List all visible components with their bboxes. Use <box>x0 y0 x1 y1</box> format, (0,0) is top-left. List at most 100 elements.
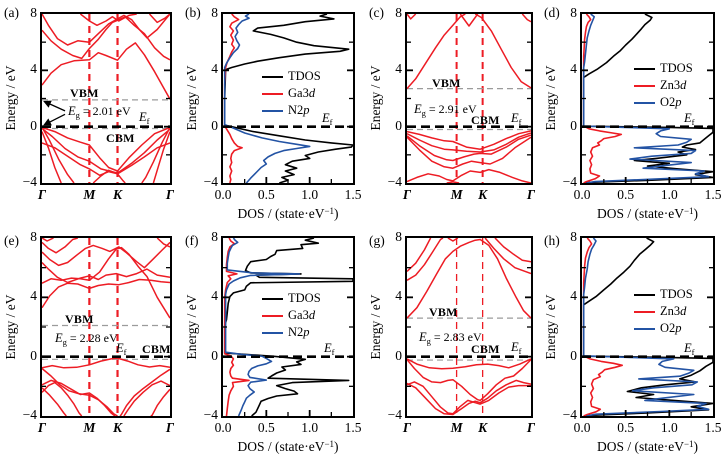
y-tick-label: 0 <box>395 117 402 133</box>
legend-label: Zn3d <box>660 78 687 93</box>
y-tick-label: 0 <box>211 347 218 363</box>
y-tick-label: 8 <box>211 5 218 20</box>
cbm-label: CBM <box>471 342 500 356</box>
x-tick-label: 0.5 <box>257 420 275 435</box>
x-tick-label: 1.0 <box>660 187 678 202</box>
cbm-label: CBM <box>142 342 171 356</box>
y-tick-label: 4 <box>395 288 402 304</box>
y-tick-label: −4 <box>562 174 577 189</box>
legend-entry: N2p <box>262 324 321 341</box>
legend: TDOS Zn3d O2p <box>634 60 693 111</box>
legend-entry: N2p <box>262 102 321 119</box>
x-tick-label: 1.5 <box>344 420 362 435</box>
x-axis-label: DOS / (state·eV−1) <box>596 439 699 454</box>
x-tick-label: 0.0 <box>214 187 232 202</box>
band-svg <box>407 14 531 183</box>
x-tick-label: Γ <box>165 420 175 435</box>
legend-line-sample <box>262 297 283 300</box>
legend-line-sample <box>634 310 655 313</box>
x-tick-label: K <box>113 420 123 435</box>
x-tick-label: 0.5 <box>257 187 275 202</box>
y-tick-label: 4 <box>570 61 577 77</box>
fermi-label: Ef <box>322 110 333 127</box>
x-tick-label: M <box>450 187 463 202</box>
legend-entry: Zn3d <box>634 77 693 94</box>
x-tick-label: 0.5 <box>617 420 635 435</box>
band-gap-label: Eg = 2.01 eV <box>68 103 131 120</box>
panel-letter: (b) <box>185 5 201 20</box>
panel-letter: (c) <box>369 5 384 20</box>
x-tick-label: K <box>478 420 488 435</box>
x-tick-label: K <box>113 187 123 202</box>
x-tick-label: 1.0 <box>660 420 678 435</box>
y-tick-label: 8 <box>30 229 37 244</box>
band-svg <box>42 14 170 183</box>
legend-label: Ga3d <box>288 86 316 101</box>
x-tick-label: M <box>83 420 96 435</box>
y-tick-label: 4 <box>211 288 218 304</box>
band-svg <box>42 238 170 416</box>
legend-line-sample <box>262 92 283 95</box>
legend-entry: TDOS <box>262 68 321 85</box>
legend-entry: Zn3d <box>634 303 693 320</box>
cbm-label: CBM <box>471 113 500 127</box>
panel-letter: (g) <box>369 233 385 248</box>
y-tick-label: 8 <box>211 229 218 244</box>
legend-label: O2p <box>660 321 682 336</box>
legend-line-sample <box>634 327 655 330</box>
legend-label: Ga3d <box>288 308 316 323</box>
x-tick-label: 0.0 <box>573 187 591 202</box>
y-tick-label: 0 <box>570 347 577 363</box>
plot-area: Ef TDOS Zn3d O2p <box>580 236 715 418</box>
y-tick-label: 4 <box>211 61 218 77</box>
legend-entry: O2p <box>634 94 693 111</box>
x-tick-label: 1.5 <box>704 187 722 202</box>
band-svg <box>407 238 531 416</box>
legend-label: O2p <box>660 95 682 110</box>
legend-label: N2p <box>288 325 310 340</box>
legend-line-sample <box>634 293 655 296</box>
legend-entry: TDOS <box>262 290 321 307</box>
dos-svg <box>582 238 713 416</box>
panel-letter: (d) <box>544 5 560 20</box>
legend: TDOS Zn3d O2p <box>634 286 693 337</box>
x-tick-label: 1.5 <box>704 420 722 435</box>
x-tick-label: 1.0 <box>301 187 319 202</box>
legend-entry: O2p <box>634 320 693 337</box>
x-tick-label: 1.5 <box>344 187 362 202</box>
fermi-label: Ef <box>139 109 150 126</box>
x-tick-label: 0.5 <box>617 187 635 202</box>
legend: TDOS Ga3d N2p <box>262 290 321 341</box>
x-tick-label: 0.0 <box>214 420 232 435</box>
legend: TDOS Ga3d N2p <box>262 68 321 119</box>
y-tick-label: −4 <box>203 174 218 189</box>
plot-area: VBM CBM Eg = 2.91 eV Ef <box>405 12 533 185</box>
legend-line-sample <box>262 314 283 317</box>
legend-line-sample <box>634 101 655 104</box>
x-tick-label: M <box>450 420 463 435</box>
y-tick-label: 0 <box>30 347 37 363</box>
y-tick-label: −4 <box>387 174 402 189</box>
x-tick-label: M <box>83 187 96 202</box>
y-tick-label: 4 <box>395 61 402 77</box>
x-axis-label: DOS / (state·eV−1) <box>237 439 339 454</box>
x-tick-label: Γ <box>402 187 412 202</box>
y-tick-label: 8 <box>395 5 402 20</box>
panel-f-dos: (f) Energy / eV Ef TDOS Ga3d N2p 8 4 0 −4 0.0 0.… <box>181 228 365 465</box>
legend-line-sample <box>262 331 283 334</box>
band-gap-label: Eg = 2.91 eV <box>414 101 477 118</box>
x-axis-label: DOS / (state·eV−1) <box>237 206 339 221</box>
plot-area: Ef TDOS Ga3d N2p <box>221 236 355 418</box>
y-tick-label: 8 <box>570 229 577 244</box>
dos-svg <box>223 14 353 183</box>
cbm-label: CBM <box>106 131 135 145</box>
panel-letter: (f) <box>185 233 199 248</box>
x-tick-label: Γ <box>37 187 47 202</box>
legend-entry: Ga3d <box>262 307 321 324</box>
plot-area: VBM CBM Eg = 2.28 eV Ef <box>40 236 172 418</box>
x-tick-label: Γ <box>526 187 536 202</box>
legend-label: TDOS <box>660 61 693 76</box>
legend-entry: Ga3d <box>262 85 321 102</box>
